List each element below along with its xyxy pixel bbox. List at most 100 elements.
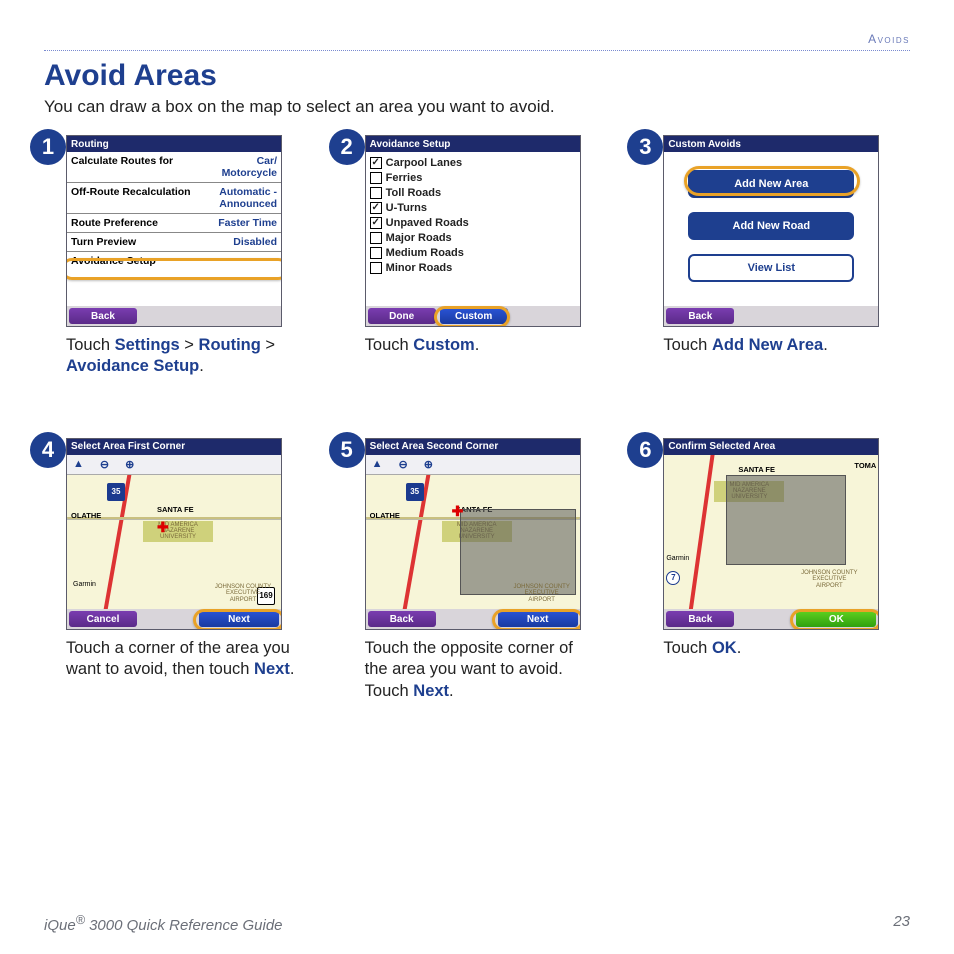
step-badge: 5 [329, 432, 365, 468]
checkbox-row[interactable]: Medium Roads [370, 245, 576, 260]
step-1: 1 Routing Calculate Routes forCar/ Motor… [44, 135, 313, 378]
checkbox-icon [370, 187, 382, 199]
map-area-label: JOHNSON COUNTY EXECUTIVE AIRPORT [207, 584, 279, 603]
section-label: Avoids [44, 32, 910, 50]
checkbox-icon: ✓ [370, 217, 382, 229]
step-caption: Touch a corner of the area you want to a… [66, 638, 296, 681]
routing-row-avoidance[interactable]: Avoidance Setup [67, 252, 281, 270]
checkbox-icon [370, 172, 382, 184]
bottom-bar: Back [664, 306, 878, 326]
steps-grid: 1 Routing Calculate Routes forCar/ Motor… [44, 135, 910, 702]
selection-box [726, 475, 846, 565]
pan-icon[interactable]: ▲ [372, 458, 383, 470]
divider [44, 50, 910, 51]
add-new-road-button[interactable]: Add New Road [688, 212, 854, 240]
hwy-shield: 7 [666, 571, 680, 585]
step-badge: 1 [30, 129, 66, 165]
bottom-bar: Back OK [664, 609, 878, 629]
view-list-button[interactable]: View List [688, 254, 854, 282]
corner-marker-icon: ✚ [157, 519, 169, 536]
row-value: Disabled [193, 236, 277, 248]
step-badge: 6 [627, 432, 663, 468]
map-area-label: MID AMERICA NAZARENE UNIVERSITY [143, 521, 213, 542]
routing-row[interactable]: Calculate Routes forCar/ Motorcycle [67, 152, 281, 183]
screenshot-select-first-corner: Select Area First Corner ▲ ⊖ ⊕ 35 169 OL… [66, 438, 282, 630]
selection-box [460, 509, 576, 595]
checkbox-row[interactable]: Major Roads [370, 230, 576, 245]
next-button[interactable]: Next [498, 611, 578, 627]
checkbox-icon [370, 262, 382, 274]
row-label: Route Preference [71, 217, 193, 229]
step-6: 6 Confirm Selected Area SANTA FE TOMA MI… [641, 438, 910, 702]
cancel-button[interactable]: Cancel [69, 611, 137, 627]
checkbox-row[interactable]: Toll Roads [370, 185, 576, 200]
window-title: Routing [67, 136, 281, 152]
routing-row[interactable]: Off-Route RecalculationAutomatic - Annou… [67, 183, 281, 214]
step-caption: Touch Settings > Routing > Avoidance Set… [66, 335, 296, 378]
step-badge: 2 [329, 129, 365, 165]
back-button[interactable]: Back [666, 611, 734, 627]
row-value: Automatic - Announced [193, 186, 277, 210]
map-toolbar: ▲ ⊖ ⊕ [67, 455, 281, 475]
routing-row[interactable]: Route PreferenceFaster Time [67, 214, 281, 233]
map-label: Garmin [73, 581, 96, 588]
checkbox-icon: ✓ [370, 202, 382, 214]
zoom-out-icon[interactable]: ⊖ [399, 458, 408, 471]
bottom-bar: Back Next [366, 609, 580, 629]
checkbox-row[interactable]: Ferries [370, 170, 576, 185]
map-label: OLATHE [71, 511, 101, 520]
map-label: OLATHE [370, 511, 400, 520]
screenshot-select-second-corner: Select Area Second Corner ▲ ⊖ ⊕ 35 OLATH… [365, 438, 581, 630]
checkbox-row[interactable]: ✓Carpool Lanes [370, 155, 576, 170]
step-caption: Touch the opposite corner of the area yo… [365, 638, 595, 702]
page-title: Avoid Areas [44, 59, 910, 93]
bottom-bar: Cancel Next [67, 609, 281, 629]
bottom-bar: Done Custom [366, 306, 580, 326]
back-button[interactable]: Back [368, 611, 436, 627]
map-label: Garmin [666, 555, 689, 562]
screenshot-confirm-area: Confirm Selected Area SANTA FE TOMA MID … [663, 438, 879, 630]
window-title: Avoidance Setup [366, 136, 580, 152]
intro-text: You can draw a box on the map to select … [44, 97, 910, 117]
step-4: 4 Select Area First Corner ▲ ⊖ ⊕ 35 169 … [44, 438, 313, 702]
add-new-area-button[interactable]: Add New Area [688, 170, 854, 198]
zoom-in-icon[interactable]: ⊕ [125, 458, 134, 471]
corner-marker-icon: ✚ [452, 503, 464, 520]
window-title: Custom Avoids [664, 136, 878, 152]
map[interactable]: 35 OLATHE SANTA FE MID AMERICA NAZARENE … [366, 475, 580, 609]
screenshot-custom-avoids: Custom Avoids Add New Area Add New Road … [663, 135, 879, 327]
hwy-shield: 35 [406, 483, 424, 501]
zoom-out-icon[interactable]: ⊖ [100, 458, 109, 471]
map-label: SANTA FE [738, 465, 775, 474]
pan-icon[interactable]: ▲ [73, 458, 84, 470]
checkbox-row[interactable]: Minor Roads [370, 260, 576, 275]
screenshot-routing: Routing Calculate Routes forCar/ Motorcy… [66, 135, 282, 327]
checkbox-row[interactable]: ✓U-Turns [370, 200, 576, 215]
checkbox-row[interactable]: ✓Unpaved Roads [370, 215, 576, 230]
checkbox-icon [370, 232, 382, 244]
back-button[interactable]: Back [69, 308, 137, 324]
guide-name: iQue® 3000 Quick Reference Guide [44, 913, 283, 934]
checkbox-icon: ✓ [370, 157, 382, 169]
back-button[interactable]: Back [666, 308, 734, 324]
map-label: TOMA [854, 461, 876, 470]
map[interactable]: 35 169 OLATHE SANTA FE MID AMERICA NAZAR… [67, 475, 281, 609]
hwy-shield: 35 [107, 483, 125, 501]
step-caption: Touch Custom. [365, 335, 595, 356]
next-button[interactable]: Next [199, 611, 279, 627]
row-label: Turn Preview [71, 236, 193, 248]
map-area-label: JOHNSON COUNTY EXECUTIVE AIRPORT [506, 584, 578, 603]
zoom-in-icon[interactable]: ⊕ [424, 458, 433, 471]
screenshot-avoidance-setup: Avoidance Setup ✓Carpool Lanes Ferries T… [365, 135, 581, 327]
ok-button[interactable]: OK [796, 611, 876, 627]
window-title: Select Area Second Corner [366, 439, 580, 455]
map-area-label: JOHNSON COUNTY EXECUTIVE AIRPORT [784, 570, 874, 589]
bottom-bar: Back [67, 306, 281, 326]
row-label: Avoidance Setup [71, 255, 277, 267]
custom-button[interactable]: Custom [440, 308, 508, 324]
step-2: 2 Avoidance Setup ✓Carpool Lanes Ferries… [343, 135, 612, 378]
routing-row[interactable]: Turn PreviewDisabled [67, 233, 281, 252]
done-button[interactable]: Done [368, 308, 436, 324]
window-title: Confirm Selected Area [664, 439, 878, 455]
map[interactable]: SANTA FE TOMA MID AMERICA NAZARENE UNIVE… [664, 455, 878, 609]
